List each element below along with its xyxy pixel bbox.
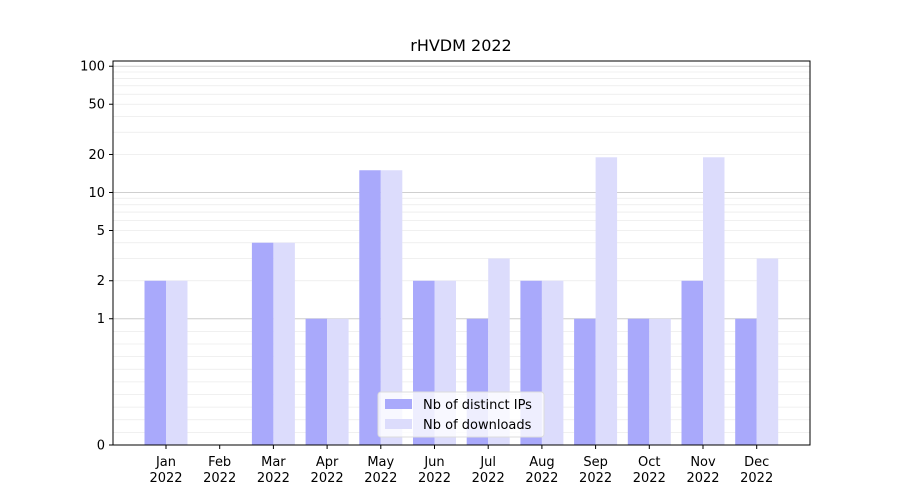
x-tick-label: Mar 2022 <box>257 455 290 486</box>
x-tick-label-month: Feb <box>208 455 231 470</box>
x-tick-label-year: 2022 <box>579 471 612 486</box>
x-tick-label-month: Jun <box>423 455 444 470</box>
x-tick-label-year: 2022 <box>472 471 505 486</box>
bar <box>144 280 166 445</box>
x-tick-label-year: 2022 <box>311 471 344 486</box>
x-tick-label-month: Mar <box>261 455 286 470</box>
legend-swatch <box>385 399 412 409</box>
x-tick-label: Feb 2022 <box>203 455 236 486</box>
y-tick-label: 50 <box>88 98 105 113</box>
bar <box>681 280 703 445</box>
x-tick-label-year: 2022 <box>364 471 397 486</box>
x-tick-label: Apr 2022 <box>311 455 344 486</box>
bar <box>273 242 295 445</box>
bar <box>627 318 650 445</box>
x-tick-label: Nov 2022 <box>686 455 719 486</box>
x-tick-label: Dec 2022 <box>740 455 773 486</box>
x-tick-label-month: Oct <box>638 455 660 470</box>
chart-title: rHVDM 2022 <box>410 36 511 55</box>
bar <box>574 318 596 445</box>
x-tick-label: Jun 2022 <box>418 455 451 486</box>
bar <box>735 318 757 445</box>
x-tick-label-month: May <box>367 455 394 470</box>
x-tick-label-month: Dec <box>744 455 769 470</box>
x-tick-label-year: 2022 <box>257 471 290 486</box>
x-tick-label-year: 2022 <box>203 471 236 486</box>
x-tick-label-month: Jul <box>479 455 496 470</box>
bar <box>541 280 564 445</box>
x-tick-label-year: 2022 <box>149 471 182 486</box>
x-tick-label-month: Jan <box>155 455 176 470</box>
x-tick-label-month: Apr <box>316 455 339 470</box>
bar <box>756 258 779 445</box>
x-tick-label-year: 2022 <box>525 471 558 486</box>
legend-box <box>377 391 545 438</box>
bar <box>305 318 328 445</box>
x-tick-label: Oct 2022 <box>633 455 666 486</box>
y-tick-label: 5 <box>97 224 105 239</box>
bar <box>166 280 188 445</box>
y-tick-label: 100 <box>80 60 105 75</box>
x-tick-label-year: 2022 <box>633 471 666 486</box>
x-tick-label-year: 2022 <box>740 471 773 486</box>
x-tick-label-month: Nov <box>690 455 716 470</box>
bar <box>327 318 349 445</box>
bar <box>359 170 381 445</box>
bar <box>595 157 618 445</box>
y-tick-label: 10 <box>88 186 105 201</box>
y-tick-label: 1 <box>97 312 105 327</box>
bar <box>649 318 671 445</box>
x-tick-label: Sep 2022 <box>579 455 612 486</box>
x-tick-label: May 2022 <box>364 455 397 486</box>
y-tick-label: 20 <box>88 148 105 163</box>
x-tick-label: Jul 2022 <box>472 455 505 486</box>
bar <box>251 242 274 445</box>
x-tick-label: Jan 2022 <box>149 455 182 486</box>
legend: Nb of distinct IPs Nb of downloads <box>377 391 545 438</box>
legend-label: Nb of downloads <box>423 418 532 433</box>
bar <box>703 157 725 445</box>
x-tick-label-month: Aug <box>529 455 554 470</box>
bar <box>380 170 403 445</box>
x-tick-label-year: 2022 <box>418 471 451 486</box>
y-tick-label: 2 <box>97 274 105 289</box>
x-tick-label: Aug 2022 <box>525 455 558 486</box>
x-tick-label-year: 2022 <box>686 471 719 486</box>
legend-swatch <box>385 419 412 429</box>
plot-frame <box>112 60 811 446</box>
y-tick-label: 0 <box>97 439 105 454</box>
x-tick-label-month: Sep <box>583 455 608 470</box>
legend-label: Nb of distinct IPs <box>423 398 532 413</box>
